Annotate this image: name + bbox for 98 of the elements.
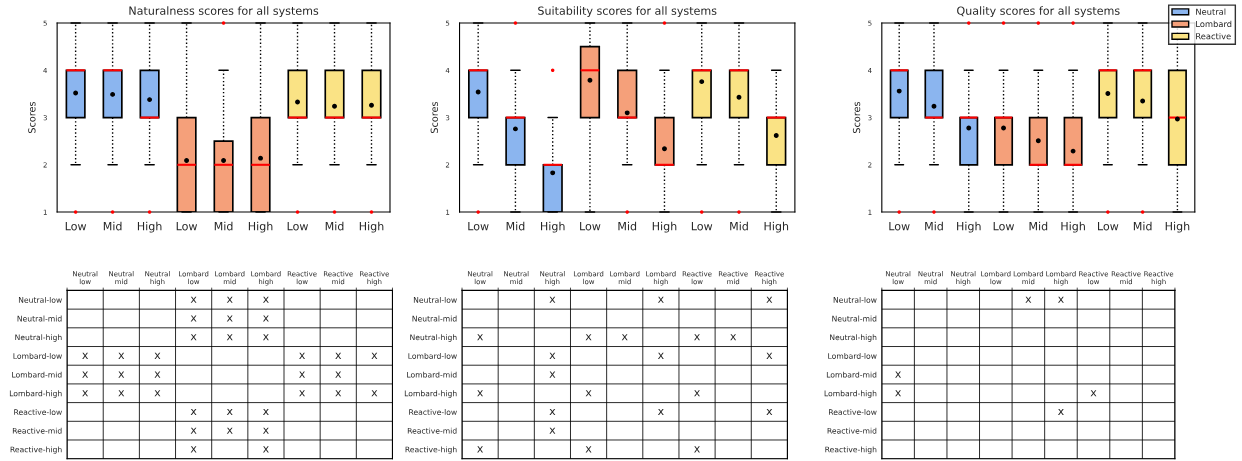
text: x	[895, 371, 902, 378]
text: x	[118, 371, 125, 378]
y-axis-title: Scores	[430, 101, 438, 134]
text: x	[621, 334, 628, 341]
x-tick-label: High	[541, 221, 565, 233]
text: x	[190, 408, 197, 416]
text: x	[585, 446, 592, 453]
legend-label: Lombard	[1196, 20, 1232, 28]
x-tick-label: Low	[468, 222, 489, 231]
text: x	[190, 315, 197, 322]
x-tick-label: High	[137, 221, 162, 233]
text: x	[657, 408, 664, 416]
text: x	[190, 334, 197, 341]
text: x	[549, 352, 556, 359]
text: x	[226, 427, 233, 434]
x-tick-label: Low	[1098, 222, 1119, 231]
text: x	[82, 371, 89, 378]
text: x	[766, 352, 773, 359]
x-tick-label: Mid	[1133, 221, 1152, 231]
x-tick-label: Low	[287, 222, 308, 231]
text: x	[262, 315, 269, 322]
legend-label: Neutral	[1196, 8, 1226, 15]
text: x	[694, 446, 700, 453]
chart-title: Naturalness scores for all systems	[129, 6, 319, 18]
text: x	[1057, 296, 1064, 303]
text: x	[190, 296, 197, 303]
text: x	[226, 408, 233, 416]
x-tick-label: Low	[580, 222, 601, 231]
text: x	[118, 352, 125, 359]
text: x	[226, 315, 233, 322]
text: x	[335, 371, 342, 378]
x-tick-label: Mid	[103, 221, 122, 231]
text: x	[262, 408, 269, 416]
x-tick-label: Mid	[214, 221, 233, 231]
x-tick-label: Mid	[730, 221, 748, 231]
text: x	[335, 390, 342, 397]
text: x	[262, 446, 269, 453]
text: x	[262, 296, 269, 303]
text: x	[694, 390, 700, 397]
text: x	[299, 390, 306, 397]
text: x	[477, 390, 484, 397]
text: x	[299, 371, 306, 378]
text: x	[371, 390, 378, 397]
text: x	[766, 408, 773, 416]
x-tick-label: Low	[176, 222, 198, 231]
x-tick-label: Mid	[925, 221, 943, 231]
chart-title: Suitability scores for all systems	[538, 6, 717, 18]
chart-title: Quality scores for all systems	[957, 6, 1120, 18]
text: x	[82, 352, 89, 359]
text: x	[694, 334, 700, 341]
text: x	[154, 390, 161, 397]
legend-label: Reactive	[1196, 32, 1231, 40]
text: x	[226, 334, 233, 341]
y-axis-title: Scores	[852, 101, 861, 134]
x-tick-label: Mid	[1029, 221, 1048, 231]
text: x	[262, 334, 269, 341]
text: x	[82, 390, 89, 397]
text: x	[477, 334, 484, 341]
text: x	[371, 352, 378, 359]
text: x	[585, 334, 592, 341]
x-tick-label: Mid	[325, 221, 344, 231]
text: x	[549, 296, 556, 303]
x-tick-label: Low	[65, 222, 87, 231]
text: x	[1090, 390, 1097, 397]
x-tick-label: Mid	[618, 221, 637, 231]
text: x	[190, 446, 197, 453]
text: x	[118, 390, 125, 397]
y-axis-title: Scores	[28, 101, 36, 134]
text: x	[585, 390, 592, 397]
text: x	[154, 371, 161, 378]
x-tick-label: High	[248, 221, 273, 233]
text: x	[226, 296, 233, 303]
text: x	[549, 408, 556, 416]
text: x	[766, 296, 773, 303]
x-tick-label: High	[652, 221, 677, 233]
x-tick-label: High	[359, 221, 384, 233]
text: x	[895, 390, 902, 397]
text: x	[657, 296, 664, 303]
x-tick-label: High	[764, 221, 789, 233]
text: x	[549, 427, 556, 434]
text: x	[262, 427, 269, 434]
x-tick-label: High	[1061, 221, 1085, 233]
text: x	[549, 371, 556, 378]
x-tick-label: Low	[691, 222, 713, 231]
text: x	[1057, 408, 1064, 416]
text: x	[657, 352, 664, 359]
text: x	[730, 334, 737, 341]
text: x	[1025, 296, 1032, 303]
x-tick-label: High	[1165, 221, 1190, 233]
x-tick-label: High	[957, 221, 981, 233]
x-tick-label: Low	[993, 222, 1015, 231]
text: x	[299, 352, 306, 359]
text: x	[335, 352, 342, 359]
text: x	[154, 352, 161, 359]
x-tick-label: Mid	[506, 221, 525, 231]
text: x	[190, 427, 197, 434]
x-tick-label: Low	[889, 222, 910, 231]
text: x	[477, 446, 484, 453]
